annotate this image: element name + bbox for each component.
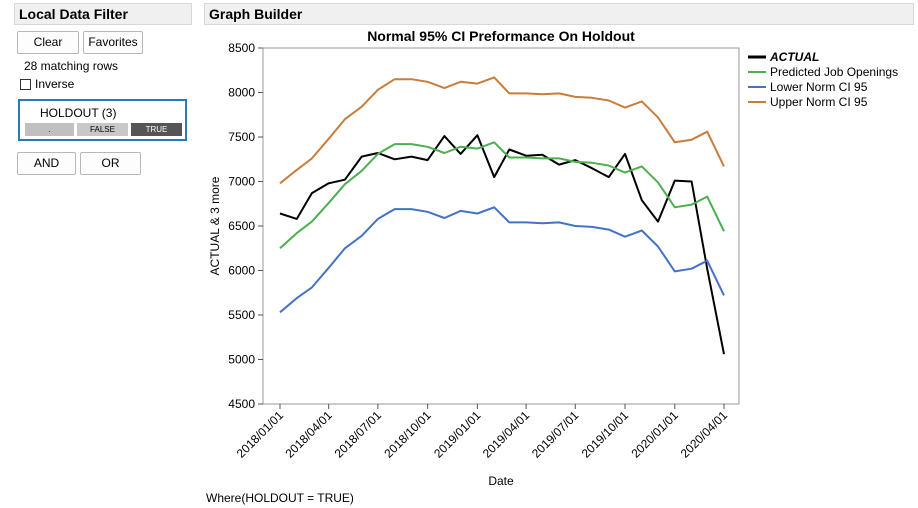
graph-builder-header: Graph Builder: [204, 3, 914, 25]
x-tick-label: 2019/07/01: [529, 408, 582, 461]
inverse-label: Inverse: [35, 77, 75, 91]
x-tick-label: 2019/01/01: [431, 408, 484, 461]
y-tick-label: 5000: [228, 353, 255, 367]
holdout-level-true[interactable]: TRUE: [131, 123, 182, 136]
x-axis-label: Date: [488, 474, 514, 488]
x-tick-label: 2018/04/01: [282, 408, 335, 461]
x-tick-label: 2018/10/01: [381, 408, 434, 461]
holdout-filter-title: HOLDOUT (3): [40, 106, 117, 120]
x-tick-label: 2020/04/01: [678, 408, 731, 461]
series-line-upper-norm-ci-95: [279, 76, 725, 185]
legend-entry: Lower Norm CI 95: [770, 80, 868, 94]
holdout-filter-box: HOLDOUT (3) . FALSE TRUE: [18, 99, 187, 141]
holdout-level-missing[interactable]: .: [25, 123, 74, 136]
x-tick-label: 2019/04/01: [480, 408, 533, 461]
and-button[interactable]: AND: [17, 152, 76, 175]
legend-entry: Predicted Job Openings: [770, 65, 898, 79]
or-button[interactable]: OR: [80, 152, 141, 175]
y-axis-label: ACTUAL & 3 more: [208, 176, 222, 275]
x-tick-label: 2018/01/01: [234, 408, 287, 461]
legend-entry: ACTUAL: [769, 50, 819, 64]
y-tick-label: 6500: [228, 219, 255, 233]
holdout-level-false[interactable]: FALSE: [77, 123, 128, 136]
inverse-option[interactable]: Inverse: [20, 77, 74, 91]
legend-entry: Upper Norm CI 95: [770, 95, 868, 109]
x-tick-label: 2018/07/01: [332, 408, 385, 461]
plot-frame: [262, 47, 740, 405]
y-tick-label: 8000: [228, 86, 255, 100]
local-data-filter-header: Local Data Filter: [14, 3, 192, 25]
chart-title: Normal 95% CI Preformance On Holdout: [367, 28, 635, 44]
y-tick-label: 4500: [228, 397, 255, 411]
favorites-button[interactable]: Favorites: [83, 31, 143, 54]
y-tick-label: 6000: [228, 264, 255, 278]
line-chart: Normal 95% CI Preformance On Holdout 4500…: [208, 28, 898, 488]
clear-button[interactable]: Clear: [17, 31, 79, 54]
y-tick-label: 8500: [228, 41, 255, 55]
where-clause: Where(HOLDOUT = TRUE): [206, 491, 354, 505]
matching-rows-count: 28 matching rows: [24, 59, 119, 73]
y-tick-label: 7500: [228, 130, 255, 144]
series-line-predicted-job-openings: [279, 141, 725, 250]
x-tick-label: 2020/01/01: [629, 408, 682, 461]
y-tick-label: 7000: [228, 175, 255, 189]
series-line-actual: [279, 134, 725, 355]
y-tick-label: 5500: [228, 308, 255, 322]
x-tick-label: 2019/10/01: [579, 408, 632, 461]
inverse-checkbox[interactable]: [20, 78, 31, 90]
series-line-lower-norm-ci-95: [279, 206, 725, 314]
